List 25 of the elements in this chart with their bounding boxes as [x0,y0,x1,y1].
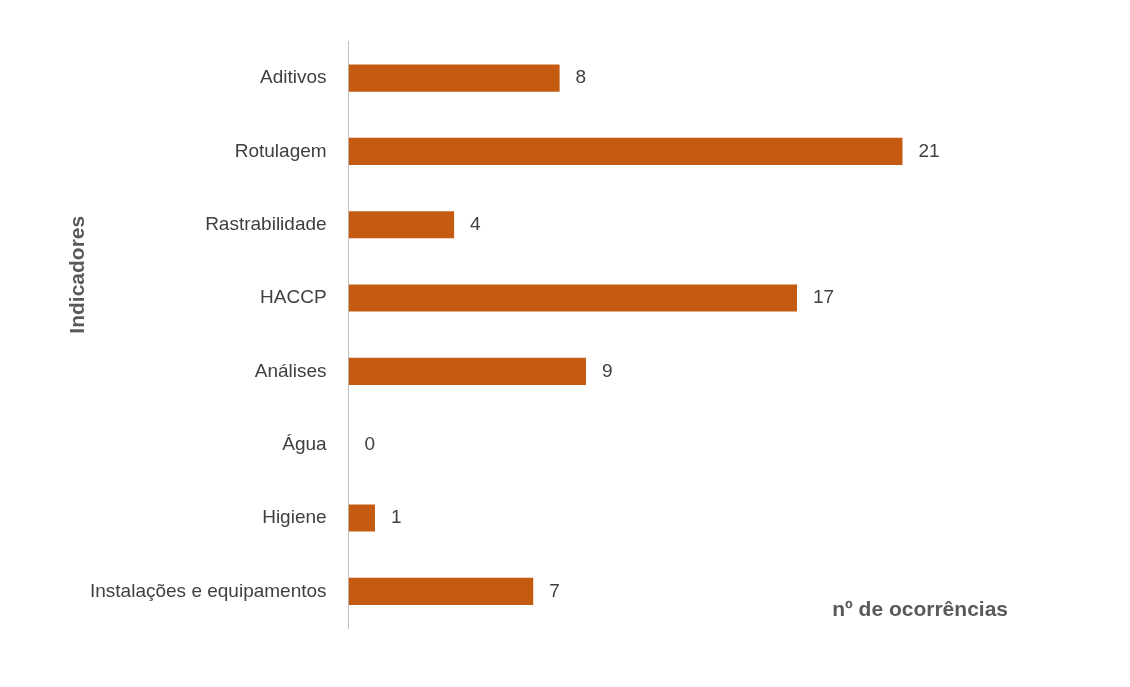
y-tick-label: Higiene [262,506,327,528]
data-label: 0 [364,432,376,454]
data-label: 4 [470,212,482,234]
y-tick-label: Água [282,432,328,454]
y-tick-label: Rotulagem [234,139,327,161]
data-label: 21 [918,139,940,161]
data-label: 17 [812,286,835,308]
y-tick-label: HACCP [260,286,327,308]
data-label: 9 [601,359,613,381]
data-label: 1 [390,506,402,528]
y-tick-label: Aditivos [260,66,327,88]
x-axis-title: nº de ocorrências [832,597,1008,621]
y-tick-label: Análises [254,359,327,381]
bar [348,211,455,239]
y-tick-label: Rastrabilidade [205,212,327,234]
bar [348,137,903,165]
bar [348,357,586,385]
data-label: 7 [549,579,560,601]
bar [348,284,797,312]
bar [348,64,560,92]
bar [348,577,534,605]
y-tick-label: Instalações e equipamentos [89,579,327,601]
y-axis-title: Indicadores [65,215,89,334]
bar [348,504,375,532]
data-label: 8 [575,66,587,88]
